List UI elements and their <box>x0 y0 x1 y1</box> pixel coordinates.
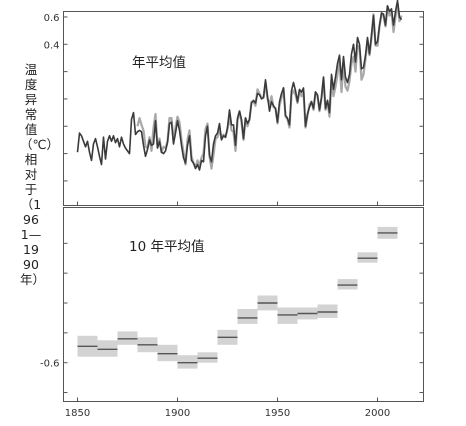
annual-series-group <box>76 0 403 171</box>
x-axis-ticks: 1850 1900 1950 2000 <box>65 201 390 419</box>
decadal-uncertainty-box <box>337 279 358 290</box>
annual-panel-frame <box>63 11 424 206</box>
annual-y-tick-label: 0.4 <box>44 40 60 51</box>
decadal-uncertainty-box <box>97 340 118 357</box>
annual-series-line-2 <box>136 2 403 170</box>
x-tick-label: 1850 <box>65 408 90 419</box>
decadal-y-tick-label: -0.6 <box>40 359 60 370</box>
annual-y-ticks: 0.6 0.4 <box>44 13 424 182</box>
annual-mean-panel: 0.6 0.4 年平均值 <box>44 0 424 206</box>
decadal-y-ticks: -0.6 <box>40 242 424 394</box>
decadal-uncertainty-box <box>277 307 298 324</box>
decadal-uncertainty-box <box>177 355 198 369</box>
x-tick-label: 1950 <box>265 408 290 419</box>
decadal-uncertainty-box <box>237 309 258 324</box>
annual-panel-title: 年平均值 <box>132 55 186 71</box>
annual-y-tick-label: 0.6 <box>44 13 60 24</box>
decadal-mean-panel: -0.6 10 年平均值 1850 1900 1950 2000 <box>40 201 424 419</box>
decadal-uncertainty-box <box>317 304 338 318</box>
decadal-panel-title: 10 年平均值 <box>129 239 204 255</box>
y-axis-label: 温度异常值（℃）相对于（1961—1990年） <box>20 62 60 287</box>
x-tick-label: 1900 <box>165 408 190 419</box>
annual-series-line-1 <box>76 0 403 171</box>
decadal-panel-frame <box>63 207 424 402</box>
decadal-boxes-group <box>77 226 398 369</box>
x-tick-label: 2000 <box>365 408 390 419</box>
